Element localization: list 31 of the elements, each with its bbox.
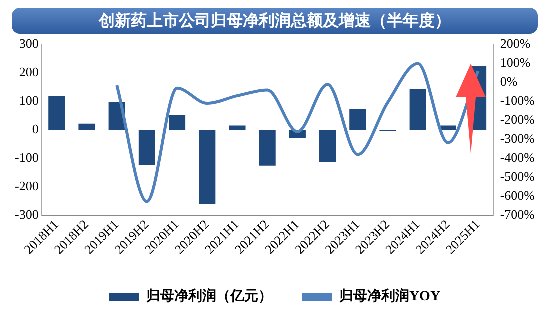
y2-tick-label: -200% [500, 112, 536, 128]
y2-tick-label: 200% [500, 36, 531, 52]
y2-tick-label: 100% [500, 55, 531, 70]
chart-title: 创新药上市公司归母净利润总额及增速（半年度） [12, 8, 538, 34]
y2-tick-label: -700% [500, 206, 536, 222]
y-tick-label: 200 [19, 64, 39, 80]
legend-label: 归母净利润YOY [338, 288, 441, 305]
y-tick-label: 100 [19, 93, 39, 108]
bar [350, 109, 366, 130]
bar [169, 115, 186, 130]
line-series [116, 62, 480, 204]
y2-tick-label: -400% [500, 150, 536, 165]
bar [48, 96, 66, 130]
y-tick-label: -300 [14, 206, 39, 222]
y2-tick-label: -600% [500, 188, 536, 203]
bar [320, 130, 336, 162]
bar [199, 130, 216, 204]
bar [78, 124, 96, 130]
bar [229, 126, 246, 130]
y2-tick-label: -500% [500, 168, 536, 184]
y2-tick-label: -100% [500, 93, 536, 108]
y2-tick-label: 0% [500, 74, 518, 90]
bar [138, 130, 156, 166]
y-tick-label: -200 [14, 178, 39, 194]
y2-tick-label: -300% [500, 130, 536, 146]
bar [259, 130, 276, 166]
bar [410, 89, 426, 130]
y-tick-label: 0 [32, 121, 39, 136]
y-tick-label: -100 [14, 150, 39, 165]
y-tick-label: 300 [19, 36, 39, 52]
legend-label: 归母净利润（亿元） [145, 288, 272, 305]
